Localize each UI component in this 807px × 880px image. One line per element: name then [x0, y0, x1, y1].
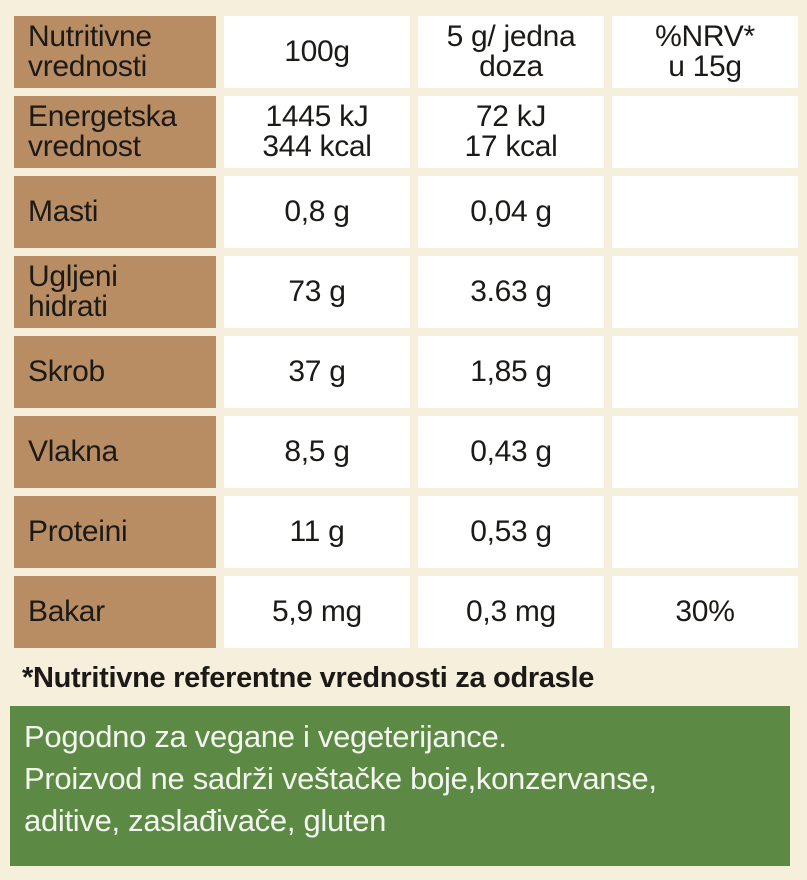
- value-nrv: [612, 416, 798, 488]
- table-row: Vlakna 8,5 g 0,43 g: [14, 416, 798, 488]
- value-nrv: [612, 496, 798, 568]
- table-row: Energetska vrednost 1445 kJ 344 kcal 72 …: [14, 96, 798, 168]
- table-row: Skrob 37 g 1,85 g: [14, 336, 798, 408]
- value-dose: 72 kJ 17 kcal: [418, 96, 604, 168]
- value-dose: 0,3 mg: [418, 576, 604, 648]
- value-dose: 0,04 g: [418, 176, 604, 248]
- value-nrv: [612, 96, 798, 168]
- value-100g: 73 g: [224, 256, 410, 328]
- info-line: Pogodno za vegane i vegeterijance.: [24, 719, 507, 754]
- table-row: Ugljeni hidrati 73 g 3.63 g: [14, 256, 798, 328]
- value-100g: 0,8 g: [224, 176, 410, 248]
- product-info-box: Pogodno za vegane i vegeterijance. Proiz…: [10, 706, 790, 866]
- table-row: Masti 0,8 g 0,04 g: [14, 176, 798, 248]
- header-per-dose: 5 g/ jedna doza: [418, 16, 604, 88]
- table-row: Proteini 11 g 0,53 g: [14, 496, 798, 568]
- value-dose: 0,53 g: [418, 496, 604, 568]
- value-nrv: [612, 336, 798, 408]
- value-nrv: [612, 256, 798, 328]
- value-dose: 0,43 g: [418, 416, 604, 488]
- row-label: Skrob: [14, 336, 216, 408]
- value-100g: 8,5 g: [224, 416, 410, 488]
- header-per-100g: 100g: [224, 16, 410, 88]
- info-line: aditive, zaslađivače, gluten: [24, 803, 387, 838]
- value-dose: 1,85 g: [418, 336, 604, 408]
- table-row: Bakar 5,9 mg 0,3 mg 30%: [14, 576, 798, 648]
- nrv-footnote: *Nutritivne referentne vrednosti za odra…: [22, 662, 595, 694]
- value-100g: 5,9 mg: [224, 576, 410, 648]
- value-100g: 11 g: [224, 496, 410, 568]
- value-nrv: [612, 176, 798, 248]
- value-dose: 3.63 g: [418, 256, 604, 328]
- header-label-cell: Nutritivne vrednosti: [14, 16, 216, 88]
- row-label: Bakar: [14, 576, 216, 648]
- row-label: Proteini: [14, 496, 216, 568]
- nutrition-table: Nutritivne vrednosti 100g 5 g/ jedna doz…: [6, 8, 806, 656]
- value-100g: 1445 kJ 344 kcal: [224, 96, 410, 168]
- row-label: Masti: [14, 176, 216, 248]
- table-header-row: Nutritivne vrednosti 100g 5 g/ jedna doz…: [14, 16, 798, 88]
- value-nrv: 30%: [612, 576, 798, 648]
- header-nrv: %NRV* u 15g: [612, 16, 798, 88]
- value-100g: 37 g: [224, 336, 410, 408]
- row-label: Ugljeni hidrati: [14, 256, 216, 328]
- info-line: Proizvod ne sadrži veštačke boje,konzerv…: [24, 761, 657, 796]
- row-label: Energetska vrednost: [14, 96, 216, 168]
- row-label: Vlakna: [14, 416, 216, 488]
